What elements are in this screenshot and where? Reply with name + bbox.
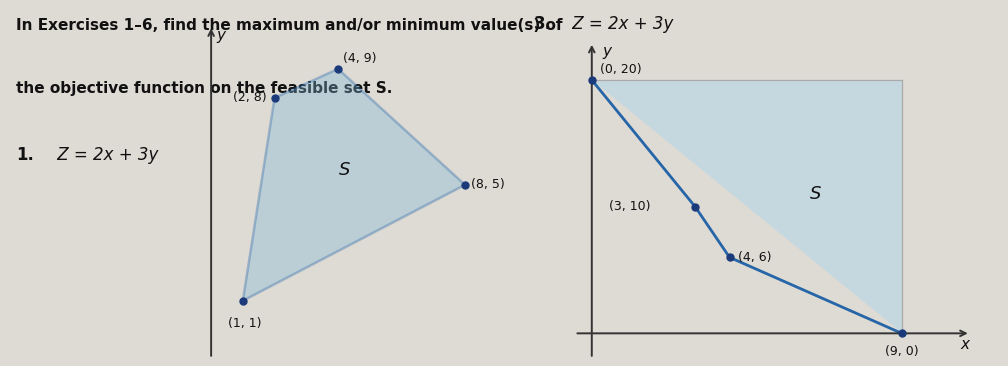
Text: y: y [216,29,225,43]
Text: (2, 8): (2, 8) [233,92,267,104]
Text: In Exercises 1–6, find the maximum and/or minimum value(s) of: In Exercises 1–6, find the maximum and/o… [16,18,562,33]
Text: (1, 1): (1, 1) [228,317,261,330]
Text: the objective function on the feasible set S.: the objective function on the feasible s… [16,81,392,96]
Text: 3.: 3. [534,15,552,33]
Text: S: S [810,185,822,203]
Text: Z = 2x + 3y: Z = 2x + 3y [566,15,673,33]
Text: (0, 20): (0, 20) [601,63,642,76]
Text: (4, 9): (4, 9) [343,52,376,64]
Text: Z = 2x + 3y: Z = 2x + 3y [52,146,159,164]
Polygon shape [592,80,902,333]
Text: y: y [602,45,611,60]
Polygon shape [243,69,465,301]
Text: 1.: 1. [16,146,33,164]
Text: S: S [339,161,350,179]
Text: (4, 6): (4, 6) [738,251,772,264]
Text: x: x [961,337,970,352]
Text: (3, 10): (3, 10) [609,200,650,213]
Text: (8, 5): (8, 5) [472,178,505,191]
Text: (9, 0): (9, 0) [885,345,918,358]
